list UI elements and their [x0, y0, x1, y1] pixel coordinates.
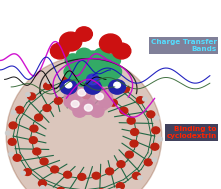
- Circle shape: [143, 97, 147, 101]
- Circle shape: [8, 139, 16, 145]
- Circle shape: [120, 107, 128, 114]
- Circle shape: [152, 158, 157, 162]
- Circle shape: [69, 89, 82, 100]
- Circle shape: [16, 106, 24, 113]
- Circle shape: [152, 127, 160, 134]
- Circle shape: [35, 114, 43, 121]
- Circle shape: [84, 51, 102, 66]
- Circle shape: [94, 58, 114, 75]
- Circle shape: [125, 151, 133, 158]
- Circle shape: [72, 69, 92, 86]
- Circle shape: [47, 80, 51, 84]
- Circle shape: [105, 54, 120, 67]
- Circle shape: [21, 171, 25, 175]
- Circle shape: [78, 89, 86, 96]
- Circle shape: [44, 83, 51, 90]
- Circle shape: [38, 180, 46, 187]
- Circle shape: [82, 100, 95, 112]
- Circle shape: [13, 154, 21, 161]
- Ellipse shape: [64, 82, 113, 114]
- Circle shape: [43, 105, 51, 112]
- Text: Binding to
cyclodextrin: Binding to cyclodextrin: [166, 125, 217, 139]
- Circle shape: [99, 96, 113, 108]
- Circle shape: [106, 168, 114, 175]
- Circle shape: [117, 161, 125, 167]
- Circle shape: [30, 125, 38, 132]
- Circle shape: [104, 64, 122, 79]
- Circle shape: [99, 34, 122, 53]
- Circle shape: [51, 166, 59, 173]
- Circle shape: [9, 152, 13, 156]
- Circle shape: [95, 89, 108, 100]
- Circle shape: [84, 80, 101, 94]
- Circle shape: [73, 106, 86, 117]
- Circle shape: [11, 110, 16, 114]
- Circle shape: [94, 48, 109, 61]
- Circle shape: [9, 122, 17, 129]
- Circle shape: [40, 158, 48, 165]
- Circle shape: [29, 137, 37, 144]
- Circle shape: [116, 183, 124, 189]
- Circle shape: [57, 187, 65, 189]
- Circle shape: [144, 159, 152, 166]
- Circle shape: [82, 83, 95, 94]
- Circle shape: [6, 131, 10, 135]
- Circle shape: [155, 116, 159, 120]
- Circle shape: [54, 97, 62, 104]
- Ellipse shape: [6, 57, 162, 189]
- Circle shape: [95, 93, 103, 100]
- Circle shape: [65, 54, 81, 67]
- Circle shape: [84, 104, 92, 111]
- Circle shape: [158, 137, 162, 141]
- Circle shape: [68, 93, 76, 100]
- Circle shape: [91, 106, 104, 117]
- Circle shape: [26, 93, 30, 96]
- Circle shape: [96, 94, 104, 101]
- Circle shape: [65, 82, 72, 88]
- Circle shape: [137, 97, 145, 104]
- Circle shape: [131, 129, 139, 135]
- Text: Charge Transfer
Bands: Charge Transfer Bands: [151, 39, 217, 52]
- Circle shape: [94, 69, 114, 86]
- Circle shape: [23, 169, 31, 175]
- Circle shape: [127, 117, 135, 124]
- Circle shape: [84, 77, 102, 93]
- Circle shape: [83, 75, 91, 82]
- Circle shape: [81, 61, 105, 82]
- Circle shape: [109, 99, 117, 106]
- Circle shape: [76, 48, 92, 61]
- Circle shape: [72, 58, 92, 75]
- Circle shape: [72, 74, 77, 77]
- Circle shape: [123, 83, 128, 87]
- Circle shape: [64, 96, 77, 108]
- Circle shape: [60, 32, 82, 51]
- Circle shape: [114, 82, 120, 88]
- Circle shape: [63, 77, 71, 83]
- Circle shape: [64, 171, 72, 178]
- Circle shape: [112, 43, 131, 59]
- Circle shape: [147, 111, 155, 118]
- Circle shape: [82, 92, 90, 99]
- Circle shape: [87, 74, 99, 85]
- Circle shape: [28, 93, 36, 100]
- Circle shape: [50, 43, 69, 59]
- Circle shape: [138, 176, 142, 180]
- Circle shape: [64, 64, 82, 79]
- Circle shape: [92, 172, 100, 179]
- Circle shape: [76, 27, 92, 41]
- Circle shape: [99, 74, 103, 78]
- Circle shape: [151, 143, 159, 150]
- Circle shape: [103, 78, 111, 85]
- Circle shape: [40, 186, 45, 189]
- Circle shape: [60, 80, 77, 94]
- Circle shape: [130, 140, 138, 147]
- Circle shape: [132, 172, 140, 179]
- Circle shape: [33, 148, 41, 155]
- Circle shape: [109, 80, 126, 94]
- Circle shape: [78, 174, 86, 180]
- Circle shape: [71, 101, 79, 107]
- Circle shape: [122, 85, 130, 92]
